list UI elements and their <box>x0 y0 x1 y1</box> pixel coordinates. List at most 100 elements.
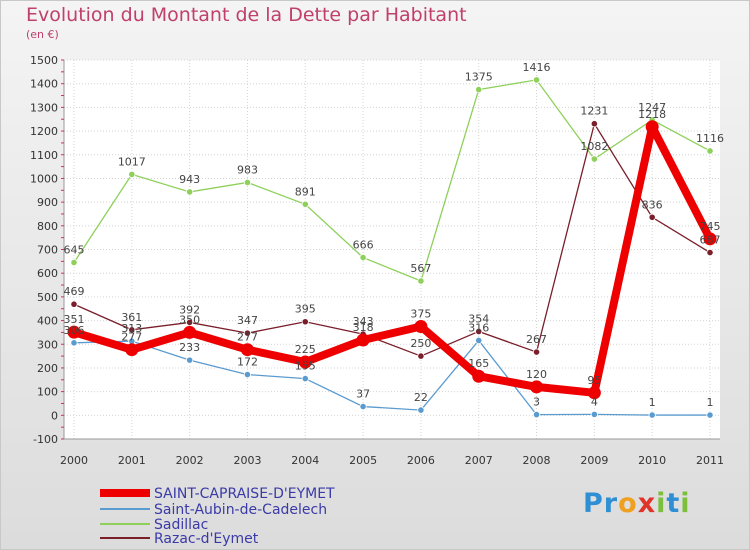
legend: SAINT-CAPRAISE-D'EYMETSaint-Aubin-de-Cad… <box>100 486 335 547</box>
x-tick-label: 2003 <box>233 454 261 467</box>
data-label-3-5: 318 <box>353 321 374 334</box>
y-tick-label: 1100 <box>30 149 58 162</box>
data-label-1-3: 983 <box>237 163 258 176</box>
data-label-1-10: 1247 <box>638 101 666 114</box>
data-label-1-6: 567 <box>410 262 431 275</box>
data-point-1-8 <box>532 76 541 84</box>
data-point-2-0 <box>70 300 78 308</box>
data-label-1-5: 666 <box>353 239 374 252</box>
legend-label-3: Razac-d'Eymet <box>154 531 259 547</box>
data-point-main-6 <box>414 319 428 333</box>
data-point-0-4 <box>301 374 309 383</box>
data-label-3-11: 745 <box>700 220 721 233</box>
data-point-main-0 <box>67 325 81 339</box>
chart-unit: (en €) <box>26 28 59 41</box>
data-point-1-7 <box>475 86 483 94</box>
data-label-3-1: 277 <box>121 331 142 344</box>
legend-label-0: SAINT-CAPRAISE-D'EYMET <box>154 486 335 502</box>
x-tick-label: 2001 <box>118 454 146 467</box>
data-point-2-8 <box>532 348 541 356</box>
data-point-2-9 <box>590 120 598 128</box>
data-point-main-3 <box>240 343 254 357</box>
data-point-main-5 <box>356 333 370 347</box>
x-tick-label: 2007 <box>465 454 493 467</box>
data-point-0-7 <box>475 336 483 345</box>
legend-label-1: Saint-Aubin-de-Cadelech <box>154 502 327 518</box>
logo-letter: i <box>656 488 667 519</box>
data-label-3-10: 1218 <box>638 108 666 121</box>
data-point-0-10 <box>648 411 656 419</box>
data-point-main-4 <box>298 355 312 369</box>
data-point-main-10 <box>645 120 659 134</box>
y-tick-label: 200 <box>37 362 58 375</box>
data-point-0-6 <box>417 406 425 414</box>
x-tick-label: 2010 <box>638 454 666 467</box>
y-tick-label: 700 <box>37 244 58 257</box>
proxiti-logo: Proxiti <box>583 488 691 519</box>
data-label-0-3: 172 <box>237 356 258 369</box>
y-tick-label: 900 <box>37 196 58 209</box>
x-tick-label: 2005 <box>349 454 377 467</box>
series-line-2 <box>73 122 711 357</box>
y-tick-label: 300 <box>37 338 58 351</box>
data-point-2-3 <box>243 329 252 337</box>
data-label-0-8: 3 <box>533 396 540 409</box>
data-label-1-7: 1375 <box>465 71 493 84</box>
series-line-1 <box>73 79 711 282</box>
data-point-2-4 <box>301 318 309 326</box>
data-point-main-8 <box>530 380 544 394</box>
data-label-0-2: 233 <box>179 341 200 354</box>
data-label-2-0: 469 <box>64 285 85 298</box>
x-tick-label: 2011 <box>696 454 724 467</box>
logo-letter: o <box>618 488 638 519</box>
data-point-main-7 <box>472 369 486 383</box>
logo-letter: r <box>603 488 619 519</box>
y-tick-label: 1300 <box>30 101 58 114</box>
data-point-2-7 <box>475 327 483 336</box>
y-tick-label: 1000 <box>30 172 58 185</box>
series-lines <box>67 76 717 419</box>
data-point-1-5 <box>359 253 367 262</box>
data-point-0-5 <box>359 402 367 411</box>
series-line-main <box>72 122 714 397</box>
data-label-1-11: 1116 <box>696 132 724 145</box>
data-point-1-11 <box>706 147 714 155</box>
data-point-1-9 <box>590 155 598 163</box>
data-label-1-9: 1082 <box>580 140 608 153</box>
data-point-1-1 <box>128 170 136 179</box>
x-tick-label: 2004 <box>291 454 319 467</box>
data-label-0-9: 4 <box>591 395 598 408</box>
y-tick-label: 1500 <box>30 54 58 67</box>
data-label-2-7: 354 <box>468 312 489 325</box>
data-label-3-6: 375 <box>410 307 431 320</box>
logo-letter: t <box>666 488 681 519</box>
x-tick-label: 2000 <box>60 454 88 467</box>
data-point-1-2 <box>186 188 194 196</box>
y-tick-label: 100 <box>37 386 58 399</box>
logo-letter: P <box>583 488 604 519</box>
data-label-0-11: 1 <box>707 396 714 409</box>
data-label-3-9: 95 <box>587 374 601 387</box>
y-tick-label: 600 <box>37 267 58 280</box>
axes: -100 0 100 200 300 400 500 600 700 800 900 1000 1100… <box>30 54 724 467</box>
data-label-2-11: 687 <box>700 234 721 247</box>
data-labels: 306 313 233 172 155 37 22 316 3 4 1 1 645 1017 943 983 8… <box>64 61 725 409</box>
data-point-0-11 <box>706 411 714 419</box>
data-point-main-9 <box>587 386 601 400</box>
data-point-2-1 <box>128 326 136 334</box>
logo-letter: i <box>680 488 691 519</box>
data-label-0-7: 316 <box>468 321 489 334</box>
data-label-1-8: 1416 <box>523 61 551 74</box>
y-tick-label: 800 <box>37 220 58 233</box>
data-label-0-0: 306 <box>64 324 85 337</box>
y-tick-label: 500 <box>37 291 58 304</box>
data-label-2-8: 267 <box>526 333 547 346</box>
data-point-1-6 <box>417 277 425 285</box>
data-point-0-3 <box>243 370 252 379</box>
data-label-2-5: 343 <box>353 315 374 328</box>
x-tick-label: 2006 <box>407 454 435 467</box>
data-label-0-6: 22 <box>414 391 428 404</box>
data-point-2-10 <box>648 213 656 221</box>
data-point-main-11 <box>703 232 717 246</box>
data-label-1-4: 891 <box>295 185 316 198</box>
